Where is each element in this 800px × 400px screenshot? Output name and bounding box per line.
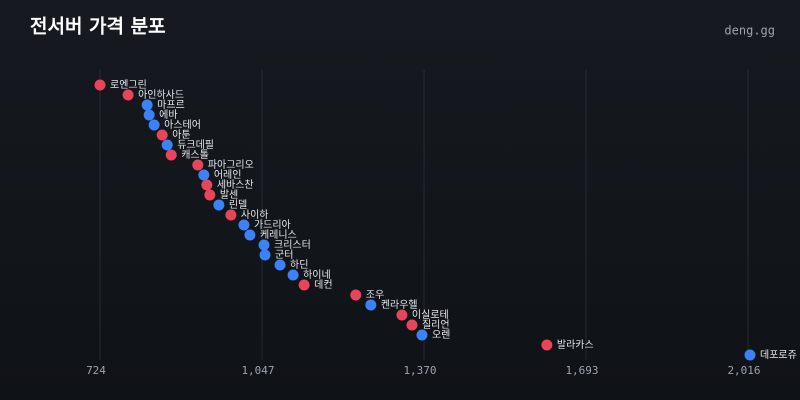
point-label: 파아그리오 [208,159,254,171]
dot [238,219,250,231]
point-label: 조우 [366,289,384,301]
dot [244,229,256,241]
point-label: 이실로테 [412,309,449,321]
dot [143,109,155,121]
dot [192,159,204,171]
point-label: 캐스톨 [181,149,209,161]
dot [161,139,173,151]
dot [416,329,428,341]
point-label: 어레인 [214,169,242,181]
point-label: 데컨 [314,279,332,291]
dot [141,99,153,111]
brand: deng.gg [724,24,775,38]
point-label: 듀크데필 [177,139,214,151]
x-tick-label: 1,370 [403,364,436,377]
dot [396,309,408,321]
x-tick-label: 724 [86,364,106,377]
point-label: 데포로쥬 [760,349,797,361]
dot [298,279,310,291]
dot [213,199,225,211]
point-label: 아스테어 [164,119,201,131]
dot [287,269,299,281]
point-label: 사이하 [241,208,269,221]
point-label: 케레니스 [260,229,297,241]
point-label: 아인하사드 [138,88,184,101]
point-label: 에바 [159,109,177,121]
x-tick-label: 1,047 [241,364,274,377]
point-label: 하이네 [303,268,331,281]
dot [94,79,106,91]
x-tick-label: 1,693 [565,364,598,377]
point-label: 군터 [275,249,293,261]
dot [122,89,134,101]
dot [204,189,216,201]
dot [274,259,286,271]
point-label: 마프르 [157,99,185,111]
point-label: 질리언 [422,319,450,331]
dot [259,249,271,261]
dot [258,239,270,251]
dot [198,169,210,181]
chart-title: 전서버 가격 분포 [30,16,166,38]
point-label: 로엔그린 [110,79,147,91]
dot [541,339,553,351]
dot [350,289,362,301]
point-label: 가드리아 [254,219,291,231]
point-label: 린델 [229,199,247,211]
dot [165,149,177,161]
point-label: 크리스터 [274,239,311,251]
point-label: 발센 [220,189,238,201]
dot [406,319,418,331]
dot [225,209,237,221]
point-label: 세바스찬 [217,179,254,191]
point-label: 오렌 [432,329,450,341]
dot [156,129,168,141]
dot [201,179,213,191]
dot [744,349,756,361]
dot [148,119,160,131]
point-label: 발라카스 [557,339,594,351]
dot [365,299,377,311]
point-label: 하딘 [290,258,308,271]
x-tick-label: 2,016 [727,364,760,377]
point-label: 켄라우헬 [381,299,418,311]
point-label: 아툰 [172,129,190,141]
